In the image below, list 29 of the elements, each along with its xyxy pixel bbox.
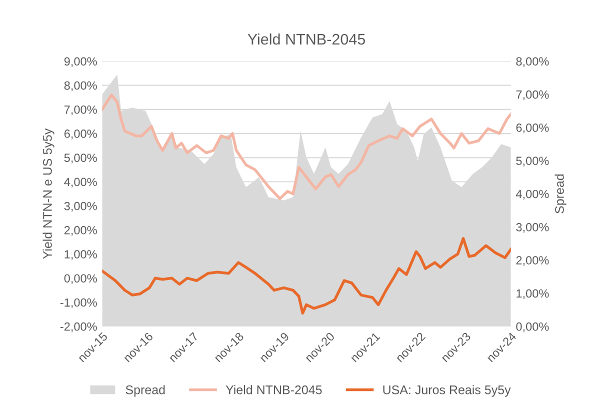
line-series bbox=[102, 94, 511, 200]
legend-label: Yield NTNB-2045 bbox=[226, 385, 322, 394]
legend-label: USA: Juros Reais 5y5y bbox=[383, 385, 511, 397]
line-series bbox=[102, 237, 511, 315]
y2-tick-label: 0,00% bbox=[516, 322, 549, 332]
y2-tick-label: 1,00% bbox=[516, 289, 549, 300]
y-tick-label: 4,00% bbox=[64, 178, 97, 188]
y-tick-label: -2,00% bbox=[60, 322, 97, 332]
y-tick-label: 9,00% bbox=[64, 57, 97, 67]
chart-title: Yield NTNB-2045 bbox=[248, 33, 366, 45]
y2-axis-title: Spread bbox=[554, 174, 566, 214]
y-tick-label: 1,00% bbox=[64, 250, 97, 260]
y-tick-label: 5,00% bbox=[64, 154, 97, 164]
y2-tick-label: 4,00% bbox=[516, 190, 549, 200]
y2-tick-label: 6,00% bbox=[516, 124, 549, 134]
y-tick-label: 7,00% bbox=[64, 105, 97, 116]
y2-tick-label: 2,00% bbox=[516, 256, 549, 266]
y2-tick-label: 8,00% bbox=[516, 57, 549, 67]
y-tick-label: 3,00% bbox=[64, 202, 97, 212]
y2-tick-label: 5,00% bbox=[516, 156, 549, 166]
y-tick-label: 0,00% bbox=[64, 274, 97, 284]
y-axis-title: Yield NTN-N e US 5y5y bbox=[42, 128, 54, 259]
y-tick-label: 2,00% bbox=[64, 226, 97, 236]
y-tick-label: -1,00% bbox=[60, 298, 97, 308]
y-tick-label: 6,00% bbox=[64, 130, 97, 140]
legend-label: Spread bbox=[126, 385, 165, 397]
y2-tick-label: 3,00% bbox=[516, 222, 549, 233]
y-tick-label: 8,00% bbox=[64, 81, 97, 92]
y2-tick-label: 7,00% bbox=[516, 90, 549, 100]
